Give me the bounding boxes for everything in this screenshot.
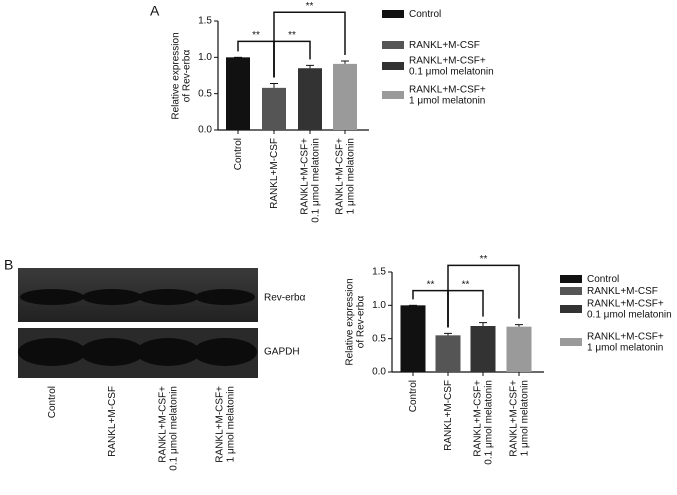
bar [400,305,426,372]
y-axis-label: Relative expression [345,278,356,365]
bar [226,57,250,131]
error-bar [444,332,452,336]
lane-label: RANKL+M-CSF+0.1 μmol melatonin [157,386,179,471]
legend-label: Control [409,9,441,20]
x-tick-label: RANKL+M-CSF+0.1 μmol melatonin [299,138,321,223]
legend-label: Control [587,274,619,285]
significance-bracket [273,11,346,78]
legend-swatch [382,10,404,18]
significance-label: ** [306,1,314,12]
y-tick-label: 0.0 [372,367,386,378]
panel-label: B [4,257,13,273]
y-tick-label: 1.0 [198,52,212,63]
y-axis-label: of Rev-erbα [356,296,367,349]
x-tick-label: RANKL+M-CSF+0.1 μmol melatonin [472,380,494,465]
lane-label: Control [47,386,58,418]
bar [262,87,286,130]
error-bar [270,82,278,88]
y-tick-label: 0.5 [198,88,212,99]
band-label: Rev-erbα [264,293,306,304]
legend-label: RANKL+M-CSF [587,286,658,297]
y-tick-label: 0.0 [198,125,212,136]
x-tick-label: Control [408,380,419,412]
significance-bracket [447,289,484,328]
significance-label: ** [427,279,435,290]
panel-label: A [150,3,160,19]
legend-label: RANKL+M-CSF+ 0.1 μmol melatonin [409,55,494,77]
legend-swatch [560,338,582,346]
x-tick-label: RANKL+M-CSF [443,380,454,451]
error-bar [479,322,487,326]
lane-label: RANKL+M-CSF [107,386,118,457]
bar [333,63,357,130]
legend-label: RANKL+M-CSF [409,40,480,51]
legend-swatch [382,62,404,70]
significance-label: ** [288,30,296,41]
significance-label: ** [480,254,488,265]
legend-swatch [560,275,582,283]
y-tick-label: 0.5 [372,333,386,344]
bar [435,335,461,372]
significance-bracket [447,264,520,328]
x-tick-label: RANKL+M-CSF+1 μmol melatonin [334,138,356,215]
x-tick-label: Control [233,138,244,170]
legend-label: RANKL+M-CSF+ 1 μmol melatonin [587,331,664,353]
error-bar [515,324,523,327]
bar [506,326,532,372]
legend-swatch [382,91,404,99]
band-label: GAPDH [264,347,300,358]
y-axis-label: of Rev-erbα [182,50,193,103]
y-tick-label: 1.0 [372,300,386,311]
x-tick-label: RANKL+M-CSF+1 μmol melatonin [508,380,530,457]
legend-swatch [382,41,404,49]
error-bar [341,60,349,64]
bar [298,68,322,130]
significance-label: ** [462,279,470,290]
y-tick-label: 1.5 [372,267,386,278]
legend-swatch [560,305,582,313]
y-tick-label: 1.5 [198,16,212,27]
western-blot [18,268,258,378]
error-bar [306,64,314,69]
significance-label: ** [252,30,260,41]
legend-label: RANKL+M-CSF+ 0.1 μmol melatonin [587,298,672,320]
lane-label: RANKL+M-CSF+1 μmol melatonin [214,386,236,463]
legend-swatch [560,287,582,295]
x-tick-label: RANKL+M-CSF [269,138,280,209]
bar [470,326,496,372]
blot-bands [18,289,257,366]
y-axis-label: Relative expression [171,32,182,119]
legend-label: RANKL+M-CSF+ 1 μmol melatonin [409,84,486,106]
